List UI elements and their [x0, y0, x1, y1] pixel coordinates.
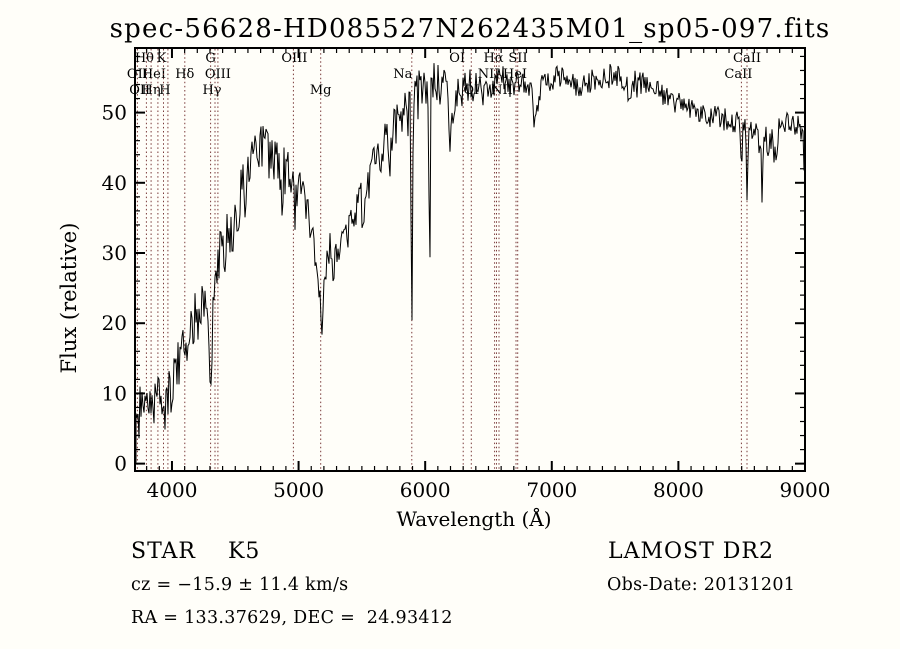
- spectral-line-label: Hδ: [175, 67, 194, 82]
- spectral-line-label: Hθ: [135, 51, 154, 66]
- spectral-line-label: OIII: [281, 51, 307, 66]
- spectral-line-label: HeI: [503, 67, 527, 82]
- spectral-line-label: OII: [127, 67, 148, 82]
- x-axis-label: Wavelength (Å): [396, 506, 551, 531]
- spectral-line-label: OI: [449, 51, 465, 66]
- spectral-line-label: OIII: [205, 67, 231, 82]
- survey-release-label: LAMOST DR2: [608, 539, 774, 564]
- object-class-label: STAR K5: [131, 539, 260, 564]
- y-tick-label: 20: [102, 311, 127, 335]
- spectral-line-label: HeI: [142, 67, 166, 82]
- spectrum-path: [135, 63, 805, 463]
- plot-title: spec-56628-HD085527N262435M01_sp05-097.f…: [110, 14, 831, 44]
- x-tick-label: 7000: [526, 478, 577, 502]
- x-tick-label: 9000: [780, 478, 831, 502]
- y-tick-label: 10: [102, 381, 127, 405]
- y-tick-label: 40: [102, 171, 127, 195]
- axis-frame: [134, 47, 806, 472]
- y-axis-label: Flux (relative): [57, 223, 81, 374]
- spectral-line-label: Mg: [310, 83, 332, 98]
- plot-area: OIIOIIHθHηHeIKHHδGHγOIIIOIIIMgNaOIOINIIH…: [102, 47, 831, 502]
- cz-velocity-label: cz = −15.9 ± 11.4 km/s: [131, 575, 348, 595]
- spectral-line-label: CaII: [724, 67, 752, 82]
- spectral-line-label: H: [159, 83, 170, 98]
- y-tick-label: 30: [102, 241, 127, 265]
- x-tick-label: 4000: [147, 478, 198, 502]
- spectral-line-label: G: [205, 51, 215, 66]
- y-tick-label: 0: [114, 452, 127, 476]
- x-tick-label: 8000: [653, 478, 704, 502]
- y-tick-label: 50: [102, 101, 127, 125]
- spectral-line-label: K: [157, 51, 167, 66]
- spectral-line-label: NII: [478, 67, 500, 82]
- spectral-line-label: CaII: [733, 51, 761, 66]
- x-tick-label: 5000: [273, 478, 324, 502]
- spectral-line-label: Hη: [142, 83, 161, 98]
- obs-date-label: Obs-Date: 20131201: [607, 575, 795, 595]
- spectral-line-label: Hα: [483, 51, 503, 66]
- spectral-line-label: Hγ: [202, 83, 221, 98]
- x-tick-label: 6000: [400, 478, 451, 502]
- ra-dec-label: RA = 133.37629, DEC = 24.93412: [131, 608, 453, 628]
- spectral-line-label: Na: [393, 67, 412, 82]
